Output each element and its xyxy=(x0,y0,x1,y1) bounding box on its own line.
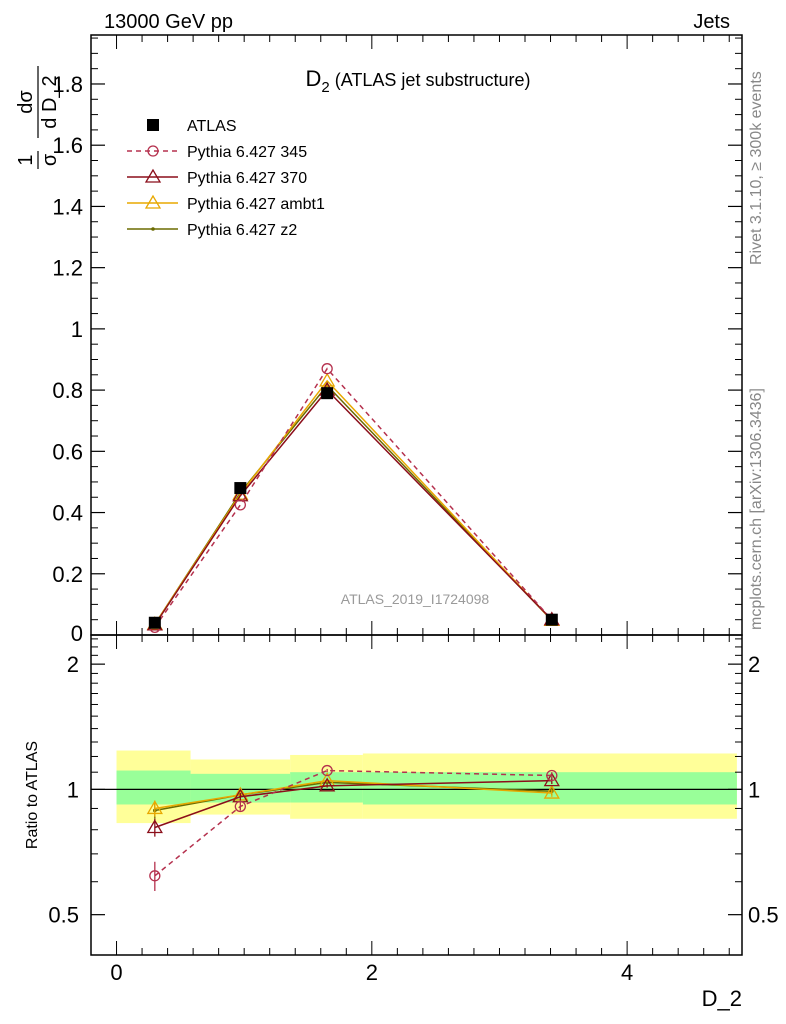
ratio-ytick-label-right-2: 2 xyxy=(748,652,760,677)
ratio-xtick-label-1: 2 xyxy=(366,960,378,985)
ratio-point-1-0 xyxy=(146,819,163,834)
main-point-0-1 xyxy=(234,482,247,495)
ylabel-frac1-den: σ xyxy=(39,153,61,166)
legend-entry-4: Pythia 6.427 z2 xyxy=(127,222,297,239)
title-symbol: D xyxy=(306,66,322,91)
legend-marker-4 xyxy=(151,227,155,231)
main-point-0-0 xyxy=(148,616,161,629)
x-axis-label: D_2 xyxy=(702,986,742,1011)
main-y-axis-label: 1 σ dσ d D_2 xyxy=(15,66,61,169)
legend-entry-3: Pythia 6.427 ambt1 xyxy=(127,194,325,213)
main-point-3-2 xyxy=(319,372,336,387)
ratio-inner-band-0 xyxy=(116,770,191,805)
main-ytick-label-6: 1.4 xyxy=(52,194,83,219)
rivet-version-label: Rivet 3.1.10, ≥ 300k events xyxy=(748,71,765,265)
ratio-xtick-label-2: 4 xyxy=(621,960,633,985)
ratio-ytick-label-left-1: 1 xyxy=(67,777,79,802)
main-point-1-2 xyxy=(321,363,333,375)
ylabel-frac2-num: dσ xyxy=(15,90,37,114)
main-ytick-label-5: 1.2 xyxy=(52,256,83,281)
ratio-series-0 xyxy=(149,764,558,891)
ratio-y-axis-label: Ratio to ATLAS xyxy=(24,741,41,849)
main-ytick-label-0: 0.2 xyxy=(52,562,83,587)
ratio-series-line-0 xyxy=(154,769,552,877)
legend-marker-1 xyxy=(147,145,159,157)
legend-label-4: Pythia 6.427 z2 xyxy=(187,222,297,239)
title-description: (ATLAS jet substructure) xyxy=(330,70,531,90)
legend-label-3: Pythia 6.427 ambt1 xyxy=(187,196,325,213)
ratio-point-1-2 xyxy=(319,777,336,792)
legend-entry-1: Pythia 6.427 345 xyxy=(127,144,307,161)
legend-marker-2 xyxy=(144,168,162,183)
ratio-point-0-3 xyxy=(546,769,558,782)
ratio-point-2-0 xyxy=(146,800,163,815)
ratio-ytick-label-left-2: 2 xyxy=(67,652,79,677)
main-point-2-1 xyxy=(232,487,249,502)
main-ytick-label-zero: 0 xyxy=(71,621,83,646)
ratio-point-2-3 xyxy=(543,784,560,799)
main-ytick-label-7: 1.6 xyxy=(52,133,83,158)
mcplots-reference-label: mcplots.cern.ch [arXiv:1306.3436] xyxy=(748,388,765,630)
legend-marker-3 xyxy=(144,194,162,209)
main-series-line-1 xyxy=(154,367,553,628)
analysis-watermark: ATLAS_2019_I1724098 xyxy=(341,591,490,607)
ratio-ytick-label-left-0: 0.5 xyxy=(48,903,79,928)
main-series-group xyxy=(146,363,560,633)
ratio-axis-ticks: 0.5 0.5 1 1 2 2 0 2 4 xyxy=(48,635,779,985)
legend-entry-0: ATLAS xyxy=(147,118,237,135)
ratio-ytick-label-right-1: 1 xyxy=(748,777,760,802)
main-ytick-label-1: 0.4 xyxy=(52,501,83,526)
ylabel-frac2-den: d D_2 xyxy=(39,75,61,128)
ratio-uncertainty-bands xyxy=(116,750,737,824)
main-point-0-2 xyxy=(321,387,334,400)
main-ytick-label-8: 1.8 xyxy=(52,72,83,97)
ratio-point-0-0 xyxy=(149,870,161,882)
main-series-line-2 xyxy=(154,388,553,626)
legend-label-2: Pythia 6.427 370 xyxy=(187,170,307,187)
ratio-point-0-2 xyxy=(321,764,333,777)
legend: ATLAS Pythia 6.427 345 Pythia 6.427 370 Pyt… xyxy=(127,118,325,239)
legend-label-1: Pythia 6.427 345 xyxy=(187,144,307,161)
ratio-xtick-label-0: 0 xyxy=(110,960,122,985)
ratio-plot-frame xyxy=(90,634,743,956)
main-chart-title: D2 (ATLAS jet substructure) xyxy=(306,66,531,96)
main-series-0 xyxy=(148,387,558,629)
main-point-0-3 xyxy=(545,613,558,626)
main-ytick-label-4: 1 xyxy=(71,317,83,342)
legend-entry-2: Pythia 6.427 370 xyxy=(127,168,307,187)
main-axis-ticks: 0.2 0.4 0.6 0.8 1 1.2 1.4 1.6 1.8 0 xyxy=(52,35,742,646)
header-energy-label: 13000 GeV pp xyxy=(104,11,233,33)
ratio-point-0-1 xyxy=(234,800,246,813)
main-ytick-label-2: 0.6 xyxy=(52,439,83,464)
title-subscript: 2 xyxy=(321,79,329,96)
ylabel-frac1-num: 1 xyxy=(15,154,37,165)
main-series-4 xyxy=(153,383,554,627)
main-ytick-label-3: 0.8 xyxy=(52,378,83,403)
main-series-line-4 xyxy=(154,384,553,625)
header-category-label: Jets xyxy=(693,11,730,33)
legend-marker-0 xyxy=(147,119,159,131)
ratio-series-group xyxy=(146,764,560,891)
ratio-series-line-1 xyxy=(154,779,552,829)
main-point-1-1 xyxy=(234,499,246,511)
legend-label-0: ATLAS xyxy=(187,118,237,135)
ratio-ytick-label-right-0: 0.5 xyxy=(748,903,779,928)
ratio-series-1 xyxy=(146,772,560,837)
